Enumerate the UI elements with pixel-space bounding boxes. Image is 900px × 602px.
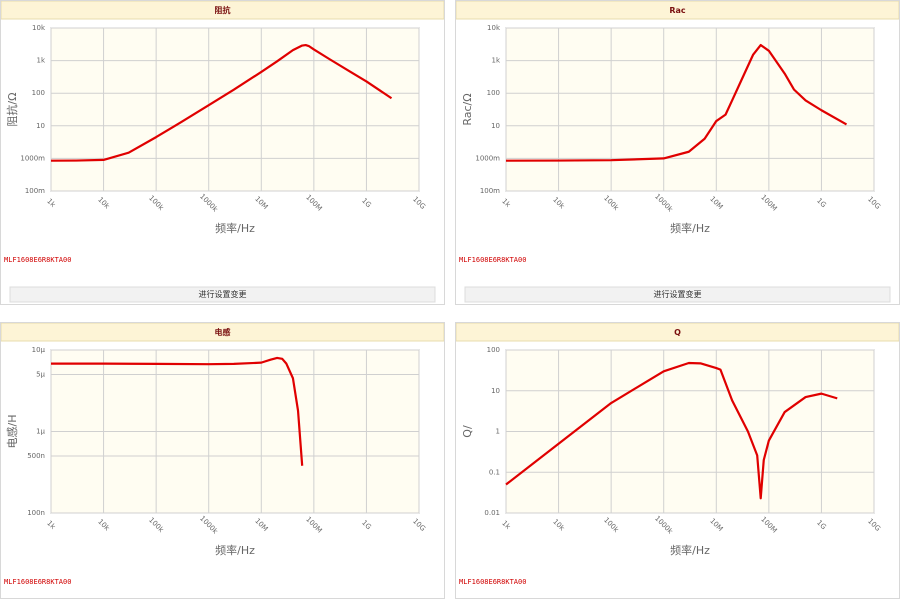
x-tick-label: 100k xyxy=(602,516,621,535)
x-tick-label: 100k xyxy=(147,516,166,535)
x-axis-title: 频率/Hz xyxy=(670,221,710,235)
x-axis-title: 频率/Hz xyxy=(215,221,255,235)
y-axis-title: Q/ xyxy=(461,425,474,438)
y-tick-label: 1000m xyxy=(20,154,45,162)
chart: 阻抗 1k 10k 100k 1000k 10M 100M 1G 10G 100m 1000m 10 1… xyxy=(0,0,445,303)
y-tick-label: 100 xyxy=(487,89,500,97)
data-line xyxy=(505,361,838,500)
y-tick-label: 1k xyxy=(491,57,500,65)
y-tick-label: 10k xyxy=(32,24,46,32)
settings-button[interactable] xyxy=(9,286,436,303)
y-tick-label: 1μ xyxy=(36,428,45,436)
x-tick-label: 1k xyxy=(500,197,512,209)
settings-button-label[interactable]: 进行设置变更 xyxy=(199,289,247,299)
x-tick-label: 10k xyxy=(551,196,566,211)
x-tick-label: 10G xyxy=(411,517,427,533)
x-tick-label: 10G xyxy=(866,517,882,533)
chart: 电感 1k 10k 100k 1000k 10M 100M 1G 10G 100n 500n 1μ 5μ… xyxy=(0,322,445,586)
x-axis-title: 频率/Hz xyxy=(215,543,255,557)
y-tick-label: 5μ xyxy=(36,371,45,379)
y-tick-label: 1k xyxy=(36,57,45,65)
y-tick-label: 10 xyxy=(491,387,500,395)
y-tick-label: 10k xyxy=(487,24,501,32)
y-tick-label: 100m xyxy=(480,187,500,195)
x-tick-label: 10k xyxy=(96,196,111,211)
settings-button-label[interactable]: 进行设置变更 xyxy=(654,289,702,299)
y-tick-label: 0.01 xyxy=(484,509,500,517)
y-tick-label: 10 xyxy=(36,122,45,130)
chart: Q 1k 10k 100k 1000k 10M 100M 1G 10G 0.01 0.1 1 10 100… xyxy=(455,322,900,586)
x-tick-label: 1000k xyxy=(653,192,675,214)
y-tick-label: 100 xyxy=(487,346,500,354)
chart-panel: 阻抗 1k 10k 100k 1000k 10M 100M 1G 10G 100m 1000m 10 1… xyxy=(0,0,445,305)
part-number: MLF1608E6R8KTA00 xyxy=(459,256,526,264)
x-tick-label: 1G xyxy=(815,197,828,210)
x-tick-label: 100M xyxy=(304,515,323,534)
part-number: MLF1608E6R8KTA00 xyxy=(4,578,71,586)
x-tick-label: 10M xyxy=(253,517,269,533)
y-tick-label: 100m xyxy=(25,187,45,195)
chart-title: Rac xyxy=(669,6,686,15)
x-tick-label: 100k xyxy=(147,194,166,213)
x-tick-label: 10G xyxy=(411,195,427,211)
chart-panel: Q 1k 10k 100k 1000k 10M 100M 1G 10G 0.01 0.1 1 10 100… xyxy=(455,322,900,599)
y-tick-label: 10 xyxy=(491,122,500,130)
y-axis-title: 阻抗/Ω xyxy=(5,92,19,126)
x-tick-label: 100M xyxy=(759,515,778,534)
x-tick-label: 10M xyxy=(708,517,724,533)
x-tick-label: 10k xyxy=(96,518,111,533)
x-tick-label: 10M xyxy=(253,195,269,211)
x-tick-label: 1G xyxy=(360,197,373,210)
x-tick-label: 10M xyxy=(708,195,724,211)
y-tick-label: 1000m xyxy=(475,154,500,162)
plot-area xyxy=(50,27,420,192)
y-axis-title: Rac/Ω xyxy=(461,93,474,125)
part-number: MLF1608E6R8KTA00 xyxy=(4,256,71,264)
x-tick-label: 100M xyxy=(304,193,323,212)
y-tick-label: 10μ xyxy=(32,346,46,354)
x-tick-label: 1k xyxy=(500,519,512,531)
part-number: MLF1608E6R8KTA00 xyxy=(459,578,526,586)
x-tick-label: 1G xyxy=(360,519,373,532)
chart-title: 阻抗 xyxy=(215,5,231,15)
x-tick-label: 1G xyxy=(815,519,828,532)
x-axis-title: 频率/Hz xyxy=(670,543,710,557)
chart-title: 电感 xyxy=(215,327,231,337)
settings-button[interactable] xyxy=(464,286,891,303)
data-line xyxy=(50,43,393,162)
x-tick-label: 100k xyxy=(602,194,621,213)
y-tick-label: 100n xyxy=(27,509,45,517)
y-tick-label: 100 xyxy=(32,89,45,97)
y-tick-label: 0.1 xyxy=(489,468,500,476)
y-axis-title: 电感/H xyxy=(6,415,19,449)
data-line xyxy=(51,356,304,466)
data-line xyxy=(505,43,848,162)
x-tick-label: 1k xyxy=(45,197,57,209)
x-tick-label: 1k xyxy=(45,519,57,531)
x-tick-label: 10G xyxy=(866,195,882,211)
x-tick-label: 10k xyxy=(551,518,566,533)
chart-panel: 电感 1k 10k 100k 1000k 10M 100M 1G 10G 100n 500n 1μ 5μ… xyxy=(0,322,445,599)
chart-title: Q xyxy=(674,328,681,337)
chart: Rac 1k 10k 100k 1000k 10M 100M 1G 10G 100m 1000m 10… xyxy=(455,0,900,303)
plot-area xyxy=(505,27,875,192)
x-tick-label: 1000k xyxy=(653,514,675,536)
chart-panel: Rac 1k 10k 100k 1000k 10M 100M 1G 10G 100m 1000m 10… xyxy=(455,0,900,305)
x-tick-label: 1000k xyxy=(198,514,220,536)
x-tick-label: 100M xyxy=(759,193,778,212)
y-tick-label: 1 xyxy=(496,428,500,436)
y-tick-label: 500n xyxy=(27,452,45,460)
x-tick-label: 1000k xyxy=(198,192,220,214)
